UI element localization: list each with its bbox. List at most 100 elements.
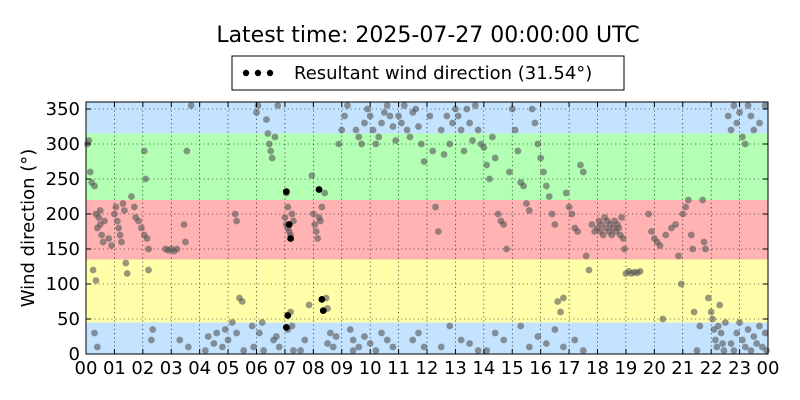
wind-direction-point <box>426 112 434 120</box>
wind-direction-point <box>91 182 98 190</box>
wind-direction-point <box>361 333 368 340</box>
wind-direction-point <box>693 347 701 354</box>
wind-direction-point <box>615 224 623 232</box>
wind-direction-point <box>204 333 212 340</box>
wind-direction-point <box>312 228 320 235</box>
wind-direction-point <box>184 343 192 351</box>
wind-direction-point <box>457 126 465 134</box>
wind-direction-point <box>574 228 582 235</box>
wind-direction-point <box>182 238 189 246</box>
wind-direction-point <box>135 217 142 225</box>
wind-direction-point <box>528 105 536 113</box>
wind-direction-point <box>763 347 770 354</box>
wind-direction-point <box>355 133 363 141</box>
wind-direction-point <box>761 102 769 109</box>
wind-direction-point <box>329 343 337 351</box>
wind-direction-point <box>562 189 570 197</box>
wind-direction-point <box>551 326 559 333</box>
wind-direction-point <box>372 347 380 354</box>
wind-direction-point <box>101 217 108 225</box>
wind-direction-point <box>147 336 155 344</box>
wind-direction-point <box>744 326 752 333</box>
wind-direction-point <box>730 102 738 109</box>
wind-direction-point <box>120 207 128 214</box>
wind-direction-point <box>727 340 735 347</box>
wind-direction-point <box>93 224 101 232</box>
x-tick-label: 16 <box>529 358 552 379</box>
wind-direction-point <box>621 245 628 253</box>
wind-direction-point <box>720 347 728 354</box>
wind-direction-point <box>466 340 474 347</box>
wind-direction-point <box>702 245 709 253</box>
wind-direction-point <box>284 203 292 211</box>
wind-direction-point <box>321 189 329 197</box>
wind-direction-point <box>221 326 229 333</box>
wind-direction-point <box>500 221 508 228</box>
wind-direction-point <box>123 270 131 277</box>
x-tick-label: 00 <box>757 358 780 379</box>
wind-direction-point <box>213 329 221 337</box>
x-axis-ticks: 00 01 02 03 04 05 06 07 08 09 10 11 12 13 14 15 16 17 18 19… <box>75 102 780 379</box>
wind-direction-point <box>85 137 93 144</box>
wind-direction-point <box>577 161 584 169</box>
wind-direction-point <box>398 119 405 127</box>
wind-direction-point <box>96 207 104 214</box>
x-tick-label: 05 <box>217 358 240 379</box>
chart-title: Latest time: 2025-07-27 00:00:00 UTC <box>216 23 639 48</box>
wind-direction-point <box>143 235 151 242</box>
wind-direction-point <box>314 235 321 242</box>
wind-direction-point <box>704 294 712 302</box>
wind-direction-point <box>420 158 428 165</box>
wind-direction-point <box>531 119 539 127</box>
wind-direction-point <box>180 221 188 228</box>
wind-direction-point <box>648 228 655 235</box>
grid-lines <box>86 102 768 354</box>
wind-direction-point <box>92 277 100 284</box>
wind-direction-point <box>557 308 564 316</box>
wind-direction-point <box>254 102 262 109</box>
wind-direction-point <box>460 147 468 155</box>
wind-direction-point <box>534 140 542 148</box>
wind-direction-point <box>756 119 763 127</box>
x-tick-label: 00 <box>75 358 98 379</box>
x-tick-label: 15 <box>501 358 524 379</box>
wind-direction-point <box>224 336 232 344</box>
y-axis-label: Wind direction (°) <box>18 149 39 308</box>
wind-direction-point <box>707 308 715 316</box>
x-tick-label: 03 <box>160 358 183 379</box>
wind-direction-point <box>717 329 725 337</box>
wind-direction-point <box>687 231 695 239</box>
resultant-wind-point <box>284 312 292 319</box>
x-tick-label: 09 <box>330 358 353 379</box>
wind-direction-point <box>599 231 607 239</box>
wind-direction-point <box>145 245 152 253</box>
wind-direction-point <box>272 333 280 340</box>
wind-direction-point <box>588 221 596 228</box>
wind-direction-point <box>713 343 721 351</box>
wind-direction-point <box>429 147 437 155</box>
wind-direction-point <box>395 112 402 120</box>
wind-direction-point <box>437 343 445 351</box>
wind-direction-point <box>636 268 644 275</box>
wind-direction-point <box>149 326 157 333</box>
wind-direction-point <box>452 105 459 113</box>
wind-direction-point <box>457 336 465 344</box>
x-tick-label: 06 <box>245 358 268 379</box>
wind-direction-point <box>309 210 317 218</box>
resultant-wind-point <box>282 324 290 331</box>
wind-direction-point <box>366 112 374 120</box>
wind-direction-point <box>219 343 226 351</box>
wind-direction-point <box>454 112 462 120</box>
wind-direction-point <box>228 319 236 326</box>
y-tick-label: 150 <box>46 239 80 260</box>
wind-direction-point <box>677 280 685 288</box>
wind-direction-point <box>258 319 266 326</box>
wind-direction-point <box>700 238 708 246</box>
wind-direction-point <box>183 147 191 155</box>
wind-direction-point <box>406 133 414 141</box>
wind-direction-point <box>579 168 587 176</box>
wind-direction-point <box>682 203 689 211</box>
legend-label: Resultant wind direction (31.54°) <box>294 63 592 84</box>
wind-direction-point <box>756 322 763 330</box>
wind-direction-point <box>349 336 357 344</box>
